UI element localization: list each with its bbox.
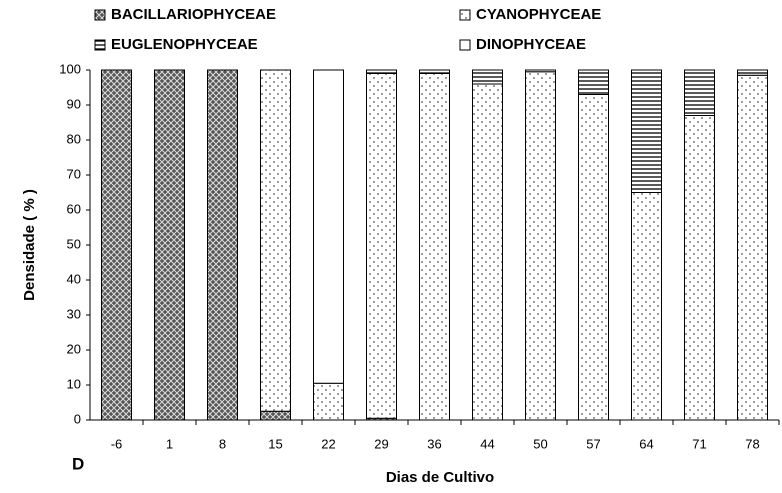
y-tick-label: 60 xyxy=(67,201,81,216)
y-tick-label: 30 xyxy=(67,306,81,321)
bar-segment xyxy=(419,73,450,421)
bar-segment xyxy=(737,69,768,76)
bar-segment xyxy=(419,69,450,74)
y-tick-label: 20 xyxy=(67,341,81,356)
x-tick-label: 71 xyxy=(692,436,706,451)
y-tick-label: 10 xyxy=(67,376,81,391)
y-axis-label: Densidade ( % ) xyxy=(21,189,38,301)
bar-segment xyxy=(313,382,344,421)
bar-segment xyxy=(366,73,397,419)
legend-label: BACILLARIOPHYCEAE xyxy=(111,6,276,23)
bar-segment xyxy=(313,69,344,384)
bar-segment xyxy=(684,69,715,116)
legend-label: DINOPHYCEAE xyxy=(476,36,586,53)
x-tick-label: 44 xyxy=(480,436,494,451)
annotation: D xyxy=(72,454,84,473)
bar-segment xyxy=(684,115,715,421)
x-tick-label: 57 xyxy=(586,436,600,451)
x-tick-label: 36 xyxy=(427,436,441,451)
y-tick-label: 80 xyxy=(67,131,81,146)
bar-segment xyxy=(631,69,662,193)
x-tick-label: 1 xyxy=(166,436,173,451)
x-tick-label: 29 xyxy=(374,436,388,451)
legend-swatch xyxy=(94,9,106,21)
bar-segment xyxy=(578,94,609,421)
x-tick-label: 15 xyxy=(268,436,282,451)
x-tick-label: -6 xyxy=(111,436,123,451)
bar-segment xyxy=(260,69,291,412)
bar-segment xyxy=(525,69,556,73)
bar-segment xyxy=(366,69,397,74)
x-tick-label: 78 xyxy=(745,436,759,451)
bar-segment xyxy=(472,69,503,85)
x-tick-label: 22 xyxy=(321,436,335,451)
legend-swatch xyxy=(459,39,471,51)
bar-segment xyxy=(737,74,768,421)
y-tick-label: 50 xyxy=(67,236,81,251)
bar-segment xyxy=(631,192,662,421)
bar-segment xyxy=(472,83,503,421)
x-axis-label: Dias de Cultivo xyxy=(386,469,494,486)
bar-segment xyxy=(525,71,556,421)
bar-segment xyxy=(260,410,291,421)
legend-swatch xyxy=(94,39,106,51)
bar-segment xyxy=(207,69,238,421)
legend-swatch xyxy=(459,9,471,21)
y-tick-label: 70 xyxy=(67,166,81,181)
y-tick-label: 100 xyxy=(59,61,81,76)
bar-segment xyxy=(578,69,609,95)
y-tick-label: 40 xyxy=(67,271,81,286)
x-tick-label: 50 xyxy=(533,436,547,451)
legend-label: EUGLENOPHYCEAE xyxy=(111,36,258,53)
x-tick-label: 64 xyxy=(639,436,653,451)
bar-segment xyxy=(101,69,132,421)
bar-segment xyxy=(154,69,185,421)
y-tick-label: 90 xyxy=(67,96,81,111)
legend-label: CYANOPHYCEAE xyxy=(476,6,601,23)
y-tick-label: 0 xyxy=(74,411,81,426)
x-tick-label: 8 xyxy=(219,436,226,451)
